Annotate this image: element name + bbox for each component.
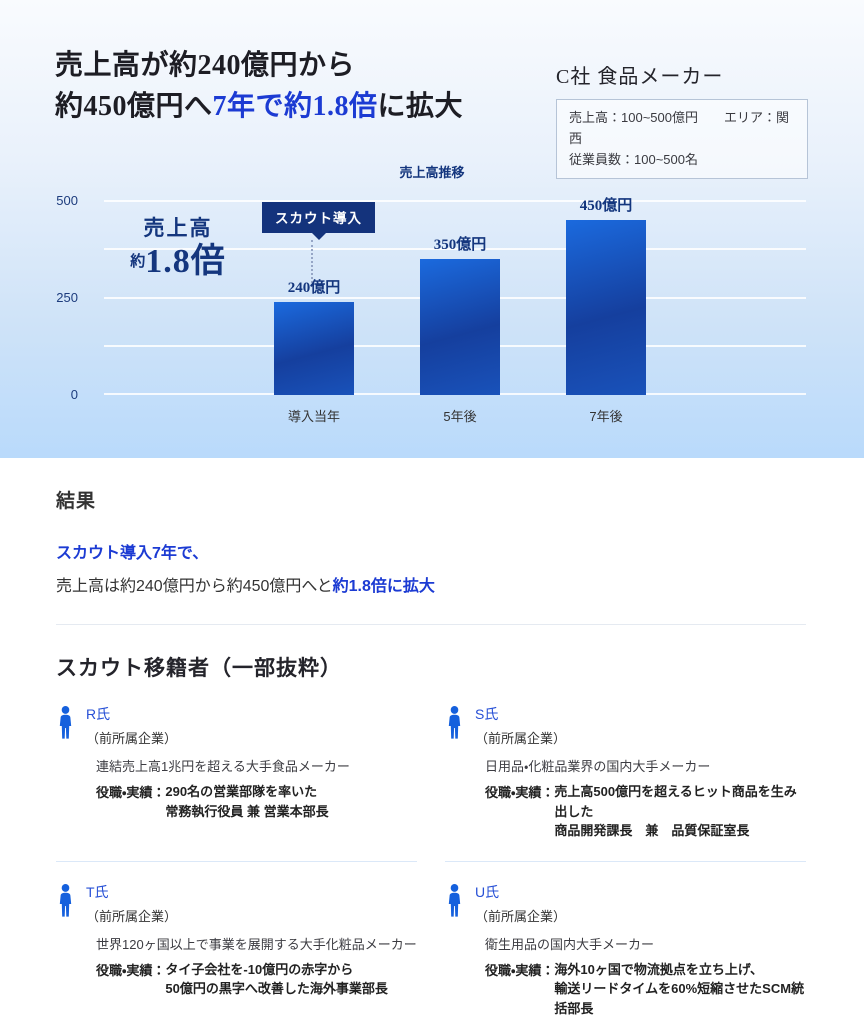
- y-axis-tick-250: 250: [30, 291, 78, 305]
- company-info-row1: 売上高：100~500億円エリア：関西: [569, 108, 795, 150]
- role-lines: 売上高500億円を超えるヒット商品を生み出した 商品開発課長 兼 品質保証室長: [554, 782, 806, 841]
- y-axis-tick-0: 0: [30, 388, 78, 402]
- role-line1: タイ子会社を-10億円の赤字から: [165, 962, 353, 977]
- x-axis-label-year5: 5年後: [400, 406, 520, 425]
- transferee-card-t: T氏 （前所属企業） 世界120ヶ国以上で事業を展開する大手化粧品メーカー 役職…: [56, 882, 417, 1018]
- growth-approx-prefix: 約: [130, 254, 145, 270]
- results-section: 結果 スカウト導入7年で、 売上高は約240億円から約450億円へと約1.8倍に…: [0, 458, 864, 1018]
- member-affiliation-label: （前所属企業）: [475, 728, 566, 747]
- results-line2: 売上高は約240億円から約450億円へと約1.8倍に拡大: [56, 572, 806, 596]
- company-sales: 売上高：100~500億円: [569, 110, 698, 125]
- hero-section: 売上高が約240億円から 約450億円へ7年で約1.8倍に拡大 C社 食品メーカ…: [0, 0, 864, 458]
- page-title: 売上高が約240億円から 約450億円へ7年で約1.8倍に拡大: [55, 46, 463, 127]
- member-role: 役職・実績： 海外10ヶ国で物流拠点を立ち上げ、 輸送リードタイムを60%短縮さ…: [485, 960, 806, 1018]
- results-line2-normal: 売上高は約240億円から約450億円へと: [56, 578, 333, 595]
- person-icon: [445, 706, 464, 739]
- results-heading: 結果: [56, 458, 806, 513]
- role-label: 役職・実績：: [96, 960, 165, 999]
- sales-bar-year0: [274, 302, 354, 395]
- role-line2: 商品開発課長 兼 品質保証室長: [554, 823, 749, 838]
- bar-value-label: 450億円: [566, 194, 646, 215]
- card-header: S氏 （前所属企業）: [445, 704, 806, 747]
- member-role: 役職・実績： タイ子会社を-10億円の赤字から 50億円の黒字へ改善した海外事業…: [96, 960, 417, 999]
- page-title-line2-pre: 約450億円へ: [55, 91, 213, 122]
- transferee-cards-grid: R氏 （前所属企業） 連結売上高1兆円を超える大手食品メーカー 役職・実績： 2…: [56, 704, 806, 1018]
- x-axis-label-year7: 7年後: [546, 406, 666, 425]
- member-company: 世界120ヶ国以上で事業を展開する大手化粧品メーカー: [96, 934, 417, 953]
- member-identity: R氏 （前所属企業）: [86, 704, 177, 747]
- member-identity: T氏 （前所属企業）: [86, 882, 177, 925]
- growth-annotation: 売上高 約1.8倍: [112, 212, 244, 280]
- role-line2: 輸送リードタイムを60%短縮させたSCM統括部長: [554, 981, 804, 1016]
- role-lines: 290名の営業部隊を率いた 常務執行役員 兼 営業本部長: [165, 782, 328, 821]
- role-lines: 海外10ヶ国で物流拠点を立ち上げ、 輸送リードタイムを60%短縮させたSCM統括…: [554, 960, 806, 1018]
- person-icon: [56, 884, 75, 917]
- bar-value-label: 240億円: [274, 276, 354, 297]
- member-company: 衛生用品の国内大手メーカー: [485, 934, 806, 953]
- card-header: U氏 （前所属企業）: [445, 882, 806, 925]
- member-name: R氏: [86, 704, 177, 724]
- member-name: U氏: [475, 882, 566, 902]
- case-study-page: { "hero": { "title_line1": "売上高が約240億円から…: [0, 0, 864, 939]
- bar-group-year5: 350億円 5年後: [420, 259, 500, 395]
- transferee-card-r: R氏 （前所属企業） 連結売上高1兆円を超える大手食品メーカー 役職・実績： 2…: [56, 704, 417, 862]
- person-icon: [56, 706, 75, 739]
- page-title-accent: 7年で約1.8倍: [213, 91, 378, 122]
- role-line2: 常務執行役員 兼 営業本部長: [165, 804, 328, 819]
- scout-intro-badge: スカウト導入: [262, 202, 375, 233]
- member-company: 日用品・化粧品業界の国内大手メーカー: [485, 756, 806, 775]
- growth-multiplier: 1.8倍: [145, 243, 226, 280]
- role-lines: タイ子会社を-10億円の赤字から 50億円の黒字へ改善した海外事業部長: [165, 960, 387, 999]
- gridline: [104, 200, 806, 202]
- y-axis-tick-500: 500: [30, 194, 78, 208]
- results-line1: スカウト導入7年で、: [56, 539, 806, 563]
- transferee-card-s: S氏 （前所属企業） 日用品・化粧品業界の国内大手メーカー 役職・実績： 売上高…: [445, 704, 806, 862]
- role-line1: 売上高500億円を超えるヒット商品を生み出した: [554, 784, 796, 819]
- section-divider: [56, 624, 806, 625]
- sales-bar-year7: [566, 220, 646, 395]
- bar-group-year7: 450億円 7年後: [566, 220, 646, 395]
- card-header: R氏 （前所属企業）: [56, 704, 417, 747]
- role-line1: 290名の営業部隊を率いた: [165, 784, 317, 799]
- role-line2: 50億円の黒字へ改善した海外事業部長: [165, 981, 387, 996]
- member-role: 役職・実績： 290名の営業部隊を率いた 常務執行役員 兼 営業本部長: [96, 782, 417, 821]
- results-line2-accent: 約1.8倍に拡大: [333, 578, 435, 595]
- member-name: T氏: [86, 882, 177, 902]
- page-title-line2-post: に拡大: [378, 91, 464, 122]
- role-label: 役職・実績：: [485, 960, 554, 1018]
- member-affiliation-label: （前所属企業）: [86, 906, 177, 925]
- role-label: 役職・実績：: [485, 782, 554, 841]
- member-role: 役職・実績： 売上高500億円を超えるヒット商品を生み出した 商品開発課長 兼 …: [485, 782, 806, 841]
- member-affiliation-label: （前所属企業）: [475, 906, 566, 925]
- member-identity: S氏 （前所属企業）: [475, 704, 566, 747]
- member-company: 連結売上高1兆円を超える大手食品メーカー: [96, 756, 417, 775]
- bar-group-year0: 240億円 導入当年: [274, 302, 354, 395]
- member-identity: U氏 （前所属企業）: [475, 882, 566, 925]
- sales-bar-year5: [420, 259, 500, 395]
- transferees-heading: スカウト移籍者（一部抜粋）: [56, 652, 806, 682]
- person-icon: [445, 884, 464, 917]
- x-axis-label-year0: 導入当年: [254, 406, 374, 425]
- card-header: T氏 （前所属企業）: [56, 882, 417, 925]
- chart-title: 売上高推移: [0, 162, 864, 181]
- transferee-card-u: U氏 （前所属企業） 衛生用品の国内大手メーカー 役職・実績： 海外10ヶ国で物…: [445, 882, 806, 1018]
- member-affiliation-label: （前所属企業）: [86, 728, 177, 747]
- page-title-line1: 売上高が約240億円から: [55, 50, 355, 81]
- role-line1: 海外10ヶ国で物流拠点を立ち上げ、: [554, 962, 763, 977]
- company-name: C社 食品メーカー: [556, 60, 808, 89]
- role-label: 役職・実績：: [96, 782, 165, 821]
- growth-annotation-label: 売上高: [112, 212, 244, 242]
- bar-value-label: 350億円: [420, 233, 500, 254]
- member-name: S氏: [475, 704, 566, 724]
- growth-annotation-value: 約1.8倍: [112, 244, 244, 280]
